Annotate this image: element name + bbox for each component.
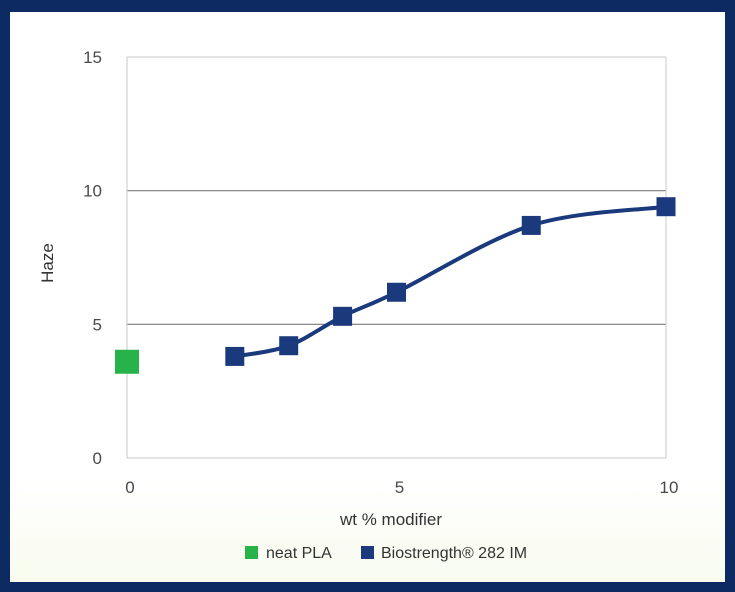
y-tick-labels: 0 5 10 15 [83, 48, 102, 468]
data-point-1-4 [521, 215, 541, 235]
data-point-1-0 [225, 346, 245, 366]
y-axis-label: Haze [38, 243, 57, 283]
data-point-0-0 [115, 349, 139, 374]
x-tick-label-0: 0 [125, 478, 134, 497]
legend-swatch-neat-pla [245, 546, 258, 559]
legend-label-biostrength: Biostrength® 282 IM [381, 545, 527, 562]
y-tick-label-0: 0 [93, 449, 102, 468]
grid-lines [127, 56, 666, 325]
x-tick-label-2: 10 [660, 478, 679, 497]
y-tick-label-1: 5 [93, 315, 102, 334]
data-point-1-3 [387, 282, 406, 302]
data-series [115, 197, 676, 374]
y-tick-label-2: 10 [83, 182, 102, 201]
legend: neat PLA Biostrength® 282 IM [245, 545, 527, 562]
x-tick-label-1: 5 [395, 478, 404, 497]
legend-label-neat-pla: neat PLA [266, 545, 332, 562]
x-tick-labels: 0 5 10 [125, 478, 678, 497]
data-point-1-2 [333, 306, 353, 326]
data-point-1-1 [279, 336, 299, 356]
data-point-1-5 [656, 197, 676, 217]
x-axis-label: wt % modifier [339, 510, 442, 529]
y-tick-label-3: 15 [83, 48, 102, 67]
series-1 [225, 197, 676, 366]
axes [126, 57, 667, 459]
series-0 [115, 349, 139, 374]
series-line-1 [234, 204, 667, 359]
legend-swatch-biostrength [361, 546, 374, 559]
